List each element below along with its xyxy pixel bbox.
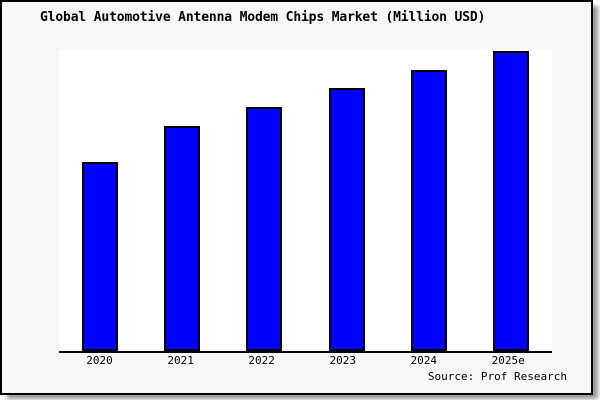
bar-2025e xyxy=(492,51,529,351)
x-tick-label-2023: 2023 xyxy=(329,354,356,367)
bar-2024 xyxy=(410,70,447,351)
x-tick-label-2025e: 2025e xyxy=(491,354,525,367)
bar-2022 xyxy=(246,107,283,351)
chart-title: Global Automotive Antenna Modem Chips Ma… xyxy=(40,10,486,25)
x-tick-label-2022: 2022 xyxy=(248,354,275,367)
bar-2023 xyxy=(328,88,365,351)
bar-2021 xyxy=(164,126,201,351)
plot-area xyxy=(59,49,552,353)
bar-2020 xyxy=(82,162,119,351)
chart-card: Global Automotive Antenna Modem Chips Ma… xyxy=(0,0,593,395)
source-note: Source: Prof Research xyxy=(427,370,567,383)
x-tick-label-2021: 2021 xyxy=(167,354,194,367)
x-tick-label-2020: 2020 xyxy=(86,354,113,367)
x-axis-labels: 2020 2021 2022 2023 2024 2025e xyxy=(59,354,552,368)
x-tick-label-2024: 2024 xyxy=(410,354,438,367)
bars-container xyxy=(59,49,552,351)
